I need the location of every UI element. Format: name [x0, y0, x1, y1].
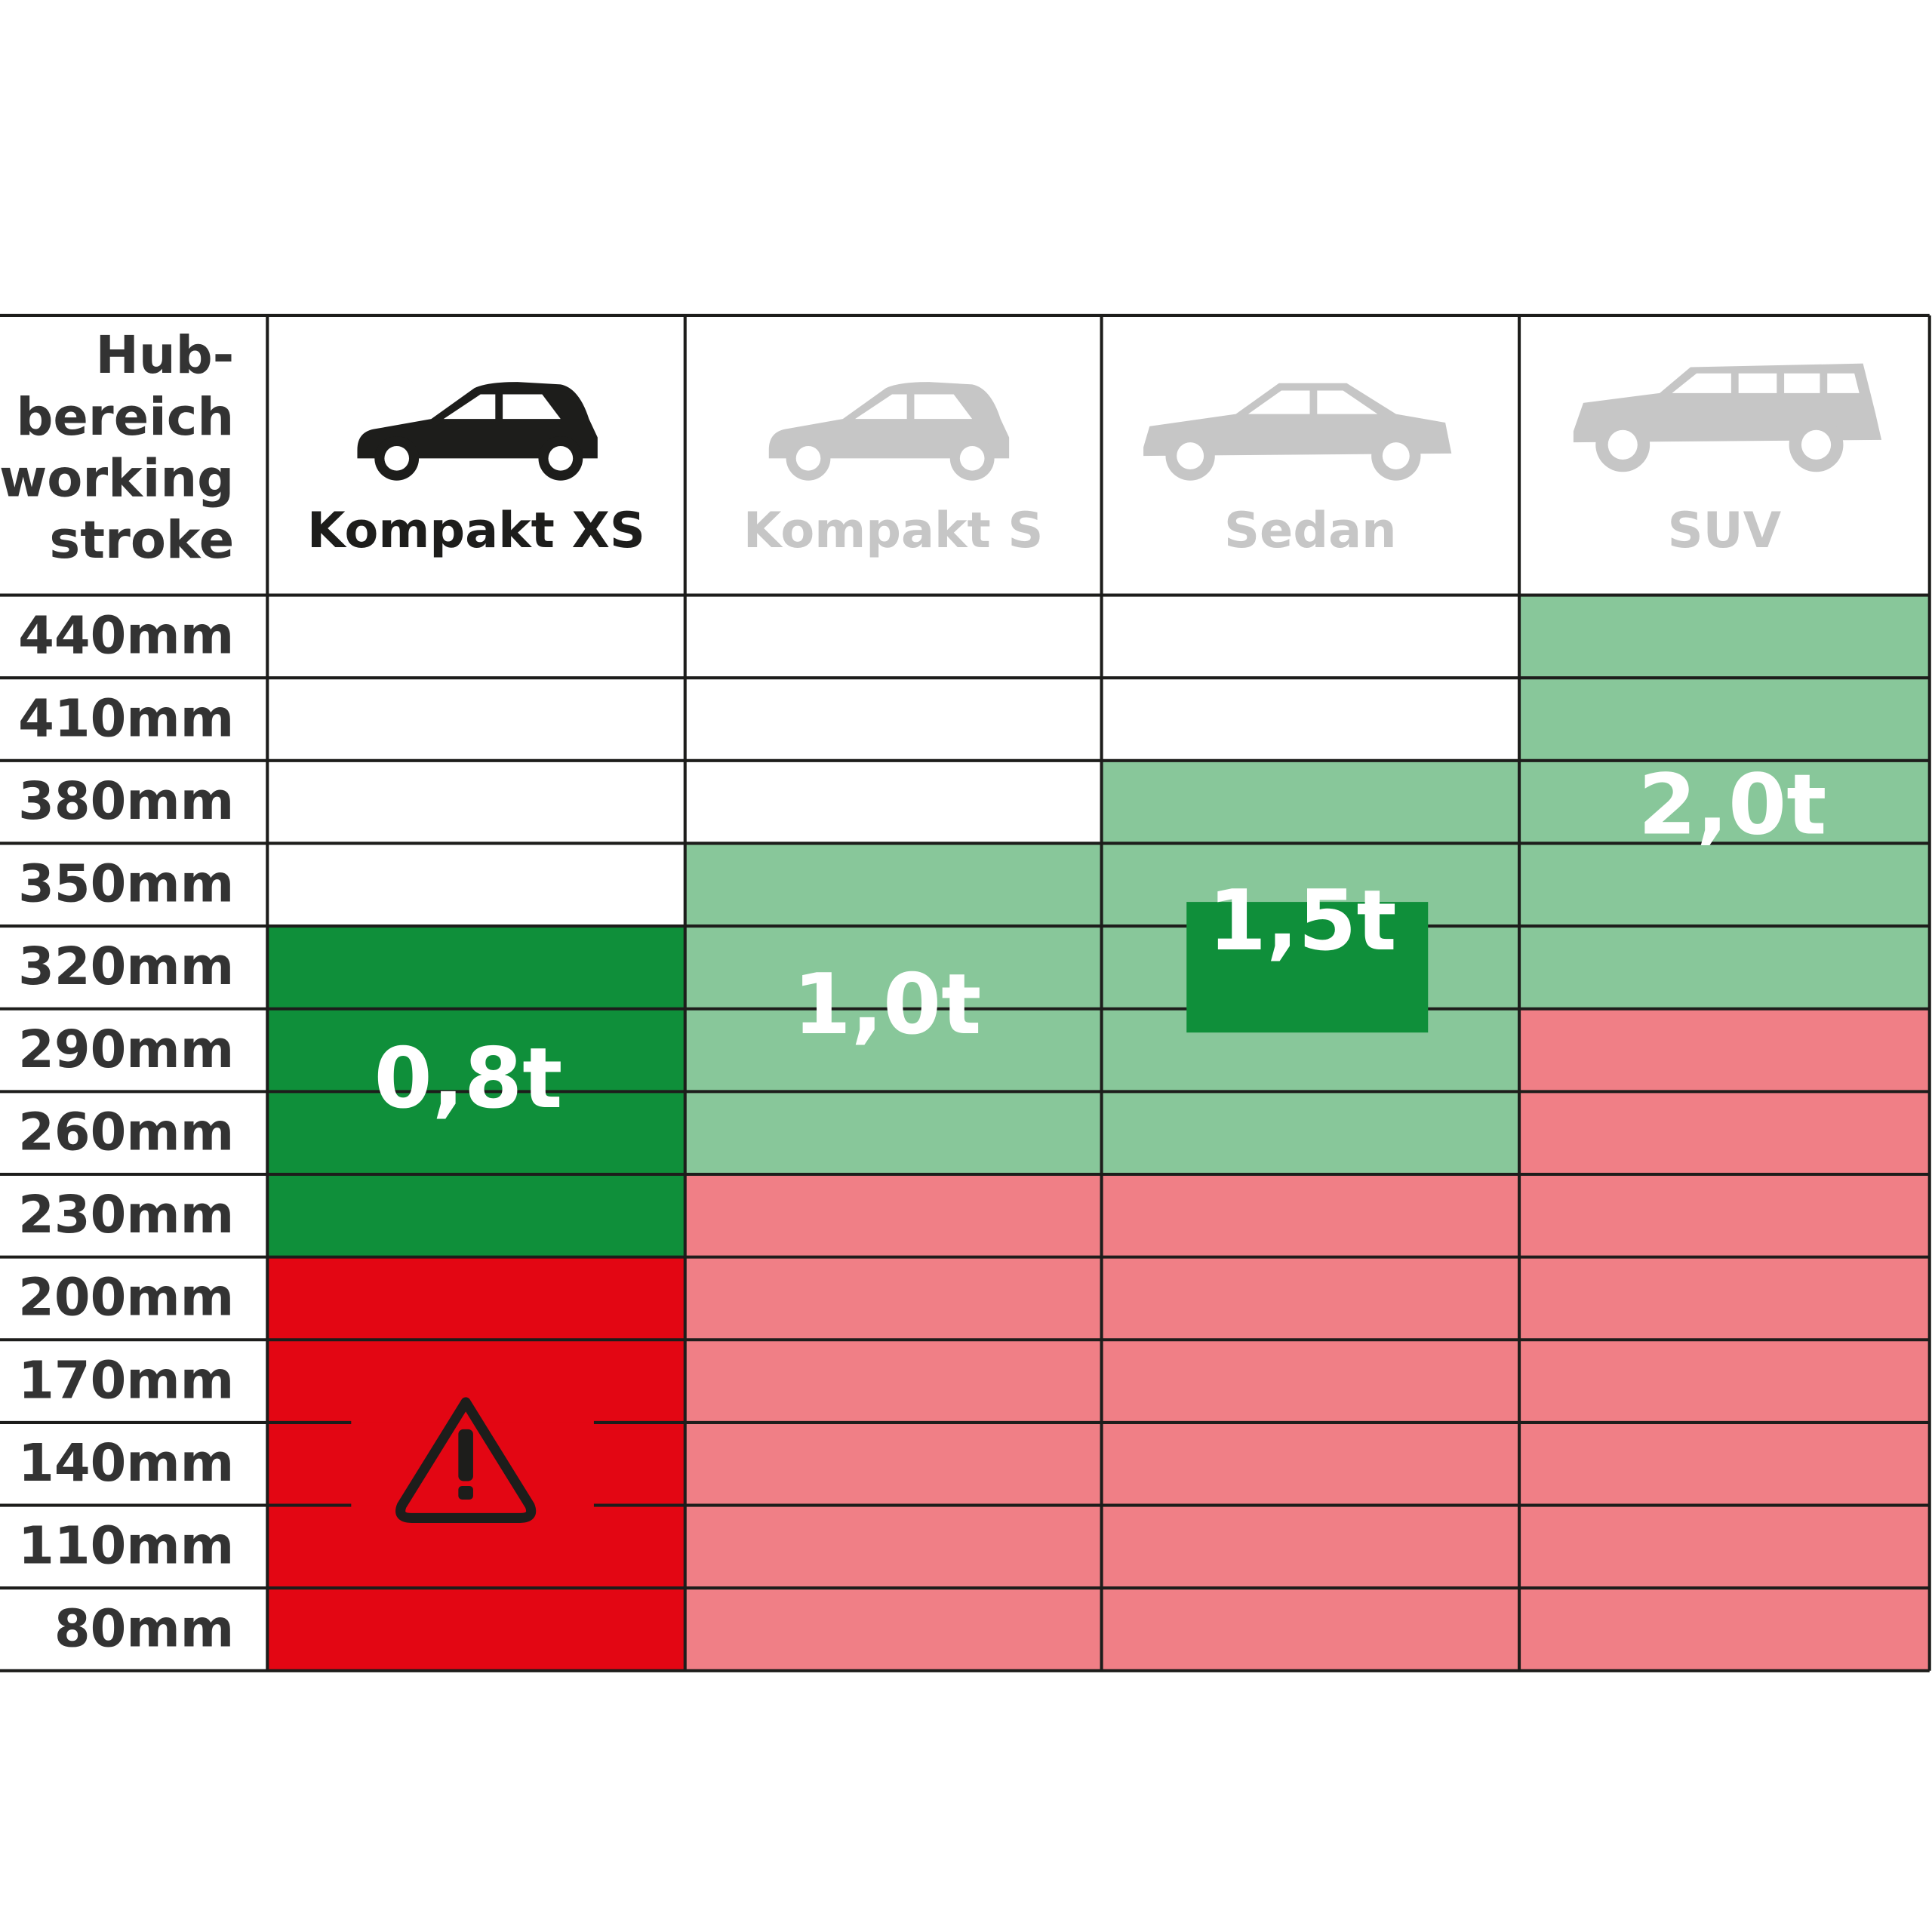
car-icon-suv — [1573, 363, 1882, 472]
row-label: 140mm — [18, 1433, 234, 1494]
cell — [267, 760, 685, 844]
cell — [685, 1174, 1102, 1258]
cell — [685, 1091, 1102, 1175]
cell — [685, 1008, 1102, 1093]
row-label: 380mm — [18, 771, 234, 832]
row-label: 350mm — [18, 854, 234, 915]
load-label: 1,0t — [793, 956, 982, 1054]
load-label: 2,0t — [1638, 757, 1827, 854]
cell — [685, 1340, 1102, 1423]
cell — [1519, 1588, 1930, 1672]
row-label: 260mm — [18, 1102, 234, 1162]
cell — [267, 678, 685, 761]
cell — [1519, 1174, 1930, 1258]
cell — [685, 678, 1102, 761]
header-label: stroke — [49, 510, 234, 571]
cells — [267, 595, 1930, 1672]
car-icon-kompakt-xs — [357, 382, 598, 481]
row-label: 230mm — [18, 1185, 234, 1245]
cell — [1519, 843, 1930, 927]
cell — [1519, 1505, 1930, 1589]
row-label: 290mm — [18, 1020, 234, 1080]
cell — [1519, 678, 1930, 761]
cell — [1101, 1505, 1520, 1589]
cell — [267, 1091, 685, 1175]
cell — [267, 1174, 685, 1258]
load-label: 0,8t — [374, 1030, 563, 1128]
row-label: 200mm — [18, 1268, 234, 1328]
cell — [1101, 1091, 1520, 1175]
row-label: 80mm — [54, 1598, 234, 1659]
cell — [685, 1588, 1102, 1672]
cell — [1101, 1340, 1520, 1423]
cell — [685, 1422, 1102, 1506]
cell — [685, 1505, 1102, 1589]
column-name: Sedan — [1224, 502, 1397, 559]
load-box — [1186, 902, 1429, 1033]
cell — [267, 1257, 685, 1341]
cell — [1101, 595, 1520, 679]
cell — [1519, 926, 1930, 1010]
row-label: 170mm — [18, 1350, 234, 1411]
car-icon-kompakt-s — [768, 382, 1010, 481]
cell — [1519, 1091, 1930, 1175]
car-icon-sedan — [1143, 383, 1452, 481]
row-label: 320mm — [18, 937, 234, 997]
cell — [1101, 678, 1520, 761]
header-label: working — [0, 448, 234, 509]
cell — [267, 1422, 685, 1506]
cell — [685, 843, 1102, 927]
header-label: bereich — [16, 387, 234, 448]
cell — [267, 1588, 685, 1672]
load-label: 1,5t — [1208, 872, 1397, 970]
cell — [267, 843, 685, 927]
cell — [1519, 595, 1930, 679]
warning-icon — [395, 1397, 537, 1523]
row-label: 110mm — [18, 1516, 234, 1577]
cell — [267, 1340, 685, 1423]
cell — [685, 595, 1102, 679]
column-name: Kompakt XS — [307, 502, 645, 559]
cell — [1519, 1008, 1930, 1093]
grid — [0, 313, 1931, 1672]
column-name: Kompakt S — [743, 502, 1044, 559]
row-label: 410mm — [18, 688, 234, 749]
cell — [685, 760, 1102, 844]
cell — [1101, 1174, 1520, 1258]
header-label: Hub- — [95, 325, 234, 386]
cell — [1101, 1257, 1520, 1341]
cell — [267, 595, 685, 679]
row-label: 440mm — [18, 606, 234, 666]
cell — [1519, 1422, 1930, 1506]
cell — [1101, 1588, 1520, 1672]
cell — [685, 1257, 1102, 1341]
cell — [1101, 760, 1520, 844]
cell — [267, 926, 685, 1010]
cell — [685, 926, 1102, 1010]
cell — [1519, 1340, 1930, 1423]
column-name: SUV — [1668, 502, 1782, 559]
cell — [1101, 1422, 1520, 1506]
cell — [1519, 760, 1930, 844]
cell — [267, 1008, 685, 1093]
cell — [1519, 1257, 1930, 1341]
